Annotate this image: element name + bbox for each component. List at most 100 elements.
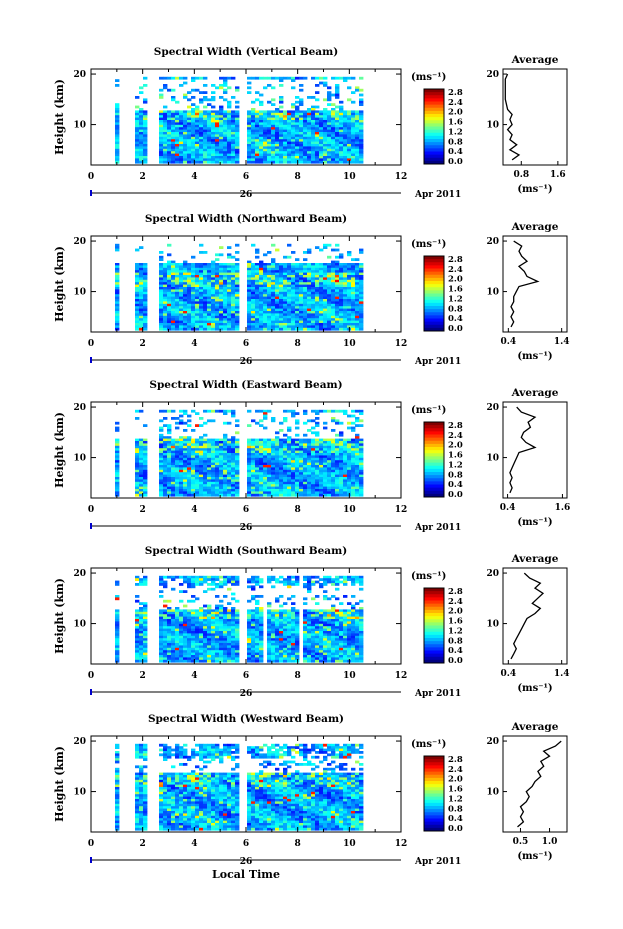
colorbar-unit: (ms⁻¹) xyxy=(411,72,446,83)
heatmap-cell xyxy=(207,284,212,288)
heatmap-cell xyxy=(219,270,224,273)
heatmap-cell xyxy=(299,491,304,495)
heatmap-cell xyxy=(327,110,332,114)
heatmap-cell xyxy=(311,441,316,444)
heatmap-cell xyxy=(195,462,200,466)
heatmap-cell xyxy=(207,275,212,278)
colorbar-tick-label: 1.2 xyxy=(448,294,463,304)
heatmap-cell xyxy=(283,136,288,140)
heatmap-cell xyxy=(235,243,240,247)
colorbar-swatch xyxy=(424,256,444,260)
heatmap-cell xyxy=(135,272,140,276)
heatmap-cell xyxy=(231,117,236,121)
heatmap-cell xyxy=(251,144,256,147)
heatmap-cell xyxy=(143,643,148,646)
heatmap-cell xyxy=(211,441,216,444)
heatmap-cell xyxy=(171,575,176,579)
heatmap-cell xyxy=(159,575,164,579)
heatmap-cell xyxy=(167,115,172,118)
average-title: Average xyxy=(511,54,559,66)
heatmap-cell xyxy=(171,301,176,305)
heatmap-cell xyxy=(263,306,268,309)
heatmap-cell xyxy=(335,120,340,123)
heatmap-cell xyxy=(339,299,344,302)
heatmap-cell xyxy=(331,311,336,314)
heatmap-cell xyxy=(279,132,284,135)
heatmap-cell xyxy=(355,474,360,478)
heatmap-cell xyxy=(307,117,312,121)
heatmap-cell xyxy=(143,619,148,622)
heatmap-cell xyxy=(187,279,192,283)
heatmap-cell xyxy=(159,445,164,449)
heatmap-cell xyxy=(343,270,348,273)
heatmap-cell xyxy=(223,465,228,468)
average-y-tick-label: 20 xyxy=(486,237,499,247)
heatmap-cell xyxy=(171,628,176,632)
heatmap-cell xyxy=(335,325,340,329)
heatmap-cell xyxy=(199,270,204,273)
heatmap-cell xyxy=(359,277,364,281)
heatmap-cell xyxy=(331,308,336,312)
heatmap-cell xyxy=(259,474,264,478)
heatmap-cell xyxy=(347,308,352,312)
heatmap-cell xyxy=(303,455,308,459)
heatmap-cell xyxy=(339,272,344,276)
heatmap-cell xyxy=(283,156,288,159)
heatmap-cell xyxy=(315,306,320,309)
heatmap-cell xyxy=(183,450,188,454)
heatmap-cell xyxy=(351,472,356,475)
heatmap-cell xyxy=(199,267,204,271)
heatmap-cell xyxy=(195,136,200,140)
heatmap-cell xyxy=(339,270,344,273)
average-frame xyxy=(502,401,568,499)
heatmap-cell xyxy=(167,431,172,435)
heatmap-cell xyxy=(267,438,272,442)
heatmap-cell xyxy=(255,120,260,123)
heatmap-cell xyxy=(231,255,236,259)
heatmap-cell xyxy=(179,129,184,133)
heatmap-cell xyxy=(347,146,352,150)
heatmap-cell xyxy=(203,76,208,80)
heatmap-cell xyxy=(299,277,304,281)
heatmap-cell xyxy=(335,323,340,326)
heatmap-cell xyxy=(307,279,312,283)
heatmap-cell xyxy=(223,469,228,473)
heatmap-cell xyxy=(327,325,332,329)
heatmap-cell xyxy=(319,299,324,302)
heatmap-cell xyxy=(187,460,192,463)
heatmap-cell xyxy=(195,626,200,629)
heatmap-cell xyxy=(139,465,144,468)
heatmap-cell xyxy=(191,460,196,463)
heatmap-cell xyxy=(255,279,260,283)
heatmap-cell xyxy=(335,443,340,447)
heatmap-cell xyxy=(283,270,288,273)
heatmap-cell xyxy=(231,493,236,497)
heatmap-cell xyxy=(355,477,360,480)
heatmap-cell xyxy=(203,287,208,290)
heatmap-cell xyxy=(335,91,340,94)
heatmap-cell xyxy=(215,253,220,257)
heatmap-cell xyxy=(199,127,204,130)
heatmap-cell xyxy=(299,289,304,293)
heatmap-cell xyxy=(315,105,320,109)
heatmap-cell xyxy=(115,448,120,451)
heatmap-cell xyxy=(115,270,120,273)
heatmap-cell xyxy=(159,595,164,598)
heatmap-cell xyxy=(223,301,228,305)
heatmap-cell xyxy=(279,117,284,121)
heatmap-cell xyxy=(187,655,192,658)
heatmap-cell xyxy=(275,460,280,463)
heatmap-cell xyxy=(187,134,192,138)
heatmap-cell xyxy=(159,450,164,454)
heatmap-cell xyxy=(247,477,252,480)
heatmap-cell xyxy=(355,112,360,116)
heatmap-cell xyxy=(259,311,264,314)
heatmap-cell xyxy=(171,306,176,309)
heatmap-cell xyxy=(167,76,172,80)
x-tick-label: 0 xyxy=(88,339,94,349)
heatmap-cell xyxy=(259,287,264,290)
heatmap-cell xyxy=(311,450,316,454)
heatmap-cell xyxy=(183,489,188,492)
heatmap-cell xyxy=(187,445,192,449)
heatmap-cell xyxy=(299,323,304,326)
